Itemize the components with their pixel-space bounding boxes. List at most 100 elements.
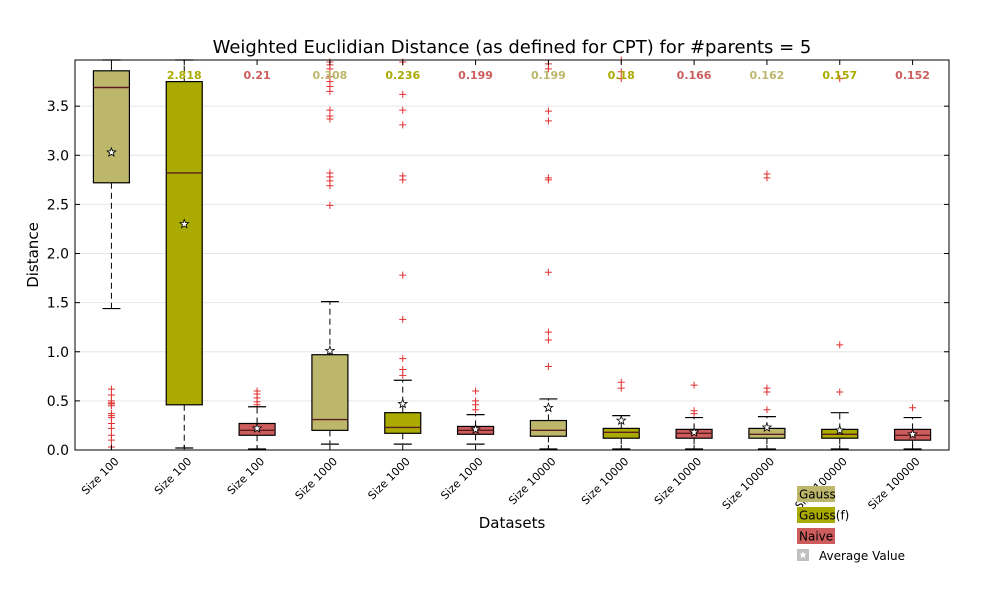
x-tick-label: Size 1000: [293, 455, 340, 502]
x-tick-label: Size 100: [79, 455, 121, 497]
outlier-point: [617, 384, 625, 392]
median-value-label: 0.166: [677, 69, 712, 82]
outlier-points: [107, 56, 917, 451]
x-tick-label: Size 10000: [579, 455, 631, 507]
y-tick-label: 1.0: [47, 345, 69, 361]
median-value-label: 0.152: [895, 69, 930, 82]
box-10: [748, 415, 786, 450]
outlier-point: [399, 121, 407, 129]
outlier-point: [836, 75, 844, 83]
legend-swatch: [797, 486, 835, 502]
mean-marker: [178, 218, 190, 229]
box-2: [165, 59, 203, 449]
chart-title: Weighted Euclidian Distance (as defined …: [213, 37, 812, 58]
outlier-point: [544, 328, 552, 336]
mean-marker: [470, 423, 481, 434]
outlier-point: [690, 410, 698, 418]
outlier-point: [107, 424, 115, 432]
box-8: [602, 414, 640, 450]
box-body: [602, 427, 640, 439]
median-value-label: 0.199: [531, 69, 566, 82]
mean-marker: [907, 428, 918, 439]
outlier-point: [617, 68, 625, 76]
outlier-point: [326, 201, 334, 209]
y-tick-label: 0.0: [47, 443, 69, 459]
y-tick-label: 1.5: [47, 296, 69, 312]
x-tick-label: Size 100000: [865, 455, 922, 512]
mean-marker: [324, 345, 336, 356]
legend-swatch: [797, 507, 835, 523]
box-11: [821, 412, 859, 450]
outlier-point: [107, 402, 115, 410]
y-tick-label: 0.5: [47, 394, 69, 410]
plot-frame: [74, 59, 950, 451]
mean-marker: [834, 424, 846, 435]
box-5: [384, 379, 422, 445]
star-icon: [799, 551, 807, 559]
x-tick-label: Size 1000: [365, 455, 412, 502]
box-body: [748, 427, 786, 439]
outlier-point: [763, 406, 771, 414]
outlier-point: [399, 176, 407, 184]
outlier-point: [690, 381, 698, 389]
median-value-label: 2.818: [167, 69, 202, 82]
outlier-point: [472, 387, 480, 395]
box-body: [529, 419, 568, 437]
median-value-label: 0.162: [750, 69, 785, 82]
median-value-label: 0.21: [244, 69, 271, 82]
outlier-point: [326, 65, 334, 73]
outlier-point: [326, 106, 334, 114]
outlier-point: [836, 388, 844, 396]
outlier-point: [399, 90, 407, 98]
y-axis-label: Distance: [24, 222, 42, 288]
legend-label: Naive: [799, 530, 833, 544]
y-tick-label: 2.0: [47, 247, 69, 263]
legend-label: Average Value: [819, 549, 905, 563]
outlier-point: [399, 371, 407, 379]
x-axis: Size 100 Size 100 Size 100 Size 1000 Size 10…: [79, 60, 923, 512]
outlier-point: [544, 107, 552, 115]
median-value-label: 0.199: [458, 69, 493, 82]
outlier-point: [544, 117, 552, 125]
outlier-point: [399, 355, 407, 363]
mean-marker: [251, 422, 263, 433]
box-body: [311, 354, 349, 431]
outlier-point: [399, 365, 407, 373]
outlier-point: [107, 385, 115, 393]
legend-label: Gauss: [799, 488, 836, 502]
mean-marker: [397, 398, 409, 409]
outlier-point: [107, 414, 115, 422]
outlier-point: [763, 388, 771, 396]
outlier-point: [399, 271, 407, 279]
outlier-point: [107, 391, 115, 399]
mean-marker: [615, 414, 627, 426]
x-tick-label: Size 10000: [506, 455, 558, 507]
outlier-point: [472, 406, 480, 414]
outlier-point: [326, 115, 334, 123]
x-tick-label: Size 10000: [652, 455, 704, 507]
outlier-point: [399, 315, 407, 323]
x-tick-label: Size 100: [225, 455, 267, 497]
outlier-point: [326, 87, 334, 95]
mean-marker: [106, 146, 117, 157]
mean-marker: [761, 421, 773, 432]
y-axis: 0.0 0.5 1.0 1.5 2.0 2.5 3.0 3.5: [47, 99, 949, 459]
box-1: [92, 59, 131, 310]
grid: [75, 105, 949, 451]
mean-marker: [543, 402, 554, 413]
box-body: [165, 81, 203, 406]
x-tick-label: Size 100000: [793, 455, 850, 512]
median-value-label: 0.18: [608, 69, 635, 82]
y-tick-label: 3.5: [47, 99, 69, 115]
legend-label: Gauss(f): [799, 509, 849, 523]
box-plots: [92, 59, 932, 450]
y-tick-label: 2.5: [47, 197, 69, 213]
box-12: [893, 416, 932, 450]
outlier-point: [326, 182, 334, 190]
box-body: [92, 70, 131, 184]
legend: Gauss Gauss(f) Naive Average Value: [797, 486, 905, 563]
outlier-point: [617, 75, 625, 83]
box-4: [311, 301, 349, 445]
mean-marker: [688, 426, 700, 437]
